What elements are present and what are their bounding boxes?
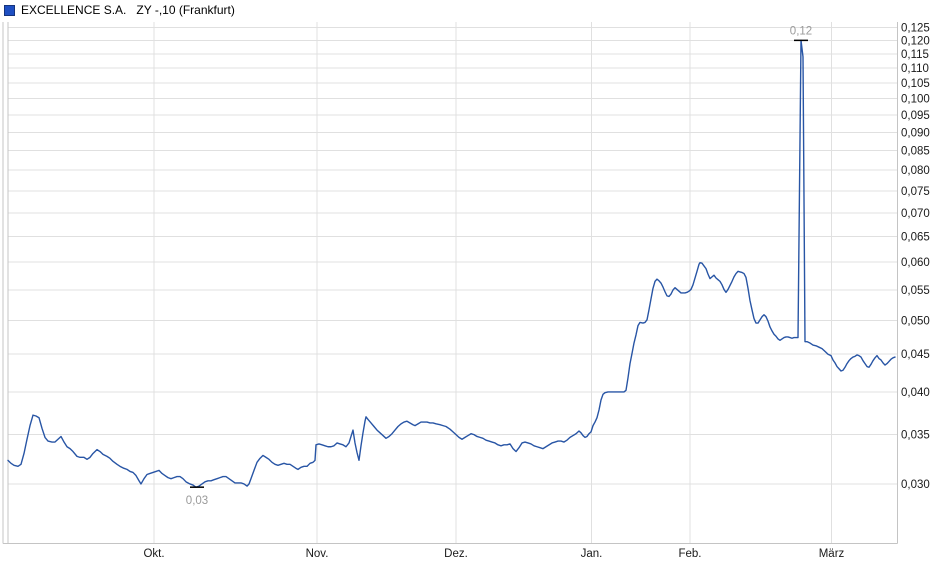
grid-layer: [2, 22, 898, 544]
x-axis-label: Nov.: [306, 548, 329, 560]
y-axis-label: 0,095: [901, 110, 930, 122]
y-axis-label: 0,090: [901, 127, 930, 139]
y-axis-label: 0,120: [901, 35, 930, 47]
y-axis-label: 0,070: [901, 208, 930, 220]
y-axis-label: 0,060: [901, 257, 930, 269]
series-color-swatch-icon: [4, 4, 15, 16]
y-axis-label: 0,065: [901, 232, 930, 244]
y-axis-label: 0,030: [901, 479, 930, 491]
y-axis-label: 0,040: [901, 387, 930, 399]
y-axis-label: 0,115: [901, 49, 929, 61]
annotation-label: 0,03: [186, 495, 208, 507]
y-axis-label: 0,080: [901, 165, 930, 177]
chart-header: EXCELLENCE S.A. ZY -,10 (Frankfurt): [4, 3, 235, 17]
chart-title: EXCELLENCE S.A. ZY -,10 (Frankfurt): [21, 3, 235, 17]
y-axis-label: 0,125: [901, 22, 930, 34]
x-axis-label: Feb.: [678, 548, 701, 560]
x-axis-label: Okt.: [143, 548, 164, 560]
x-axis-label: Dez.: [444, 548, 468, 560]
y-axis-label: 0,100: [901, 94, 930, 106]
y-axis-label: 0,085: [901, 146, 930, 158]
y-axis-label: 0,055: [901, 285, 930, 297]
y-axis-label: 0,035: [901, 430, 930, 442]
y-axis-label: 0,045: [901, 349, 930, 361]
annotation-label: 0,12: [790, 25, 812, 37]
y-axis-label: 0,075: [901, 186, 930, 198]
y-axis-label: 0,110: [901, 63, 929, 75]
y-axis-label: 0,105: [901, 78, 930, 90]
y-axis-label: 0,050: [901, 316, 930, 328]
x-axis-label: März: [819, 548, 845, 560]
x-axis-label: Jan.: [581, 548, 603, 560]
price-line-series: [7, 39, 896, 488]
